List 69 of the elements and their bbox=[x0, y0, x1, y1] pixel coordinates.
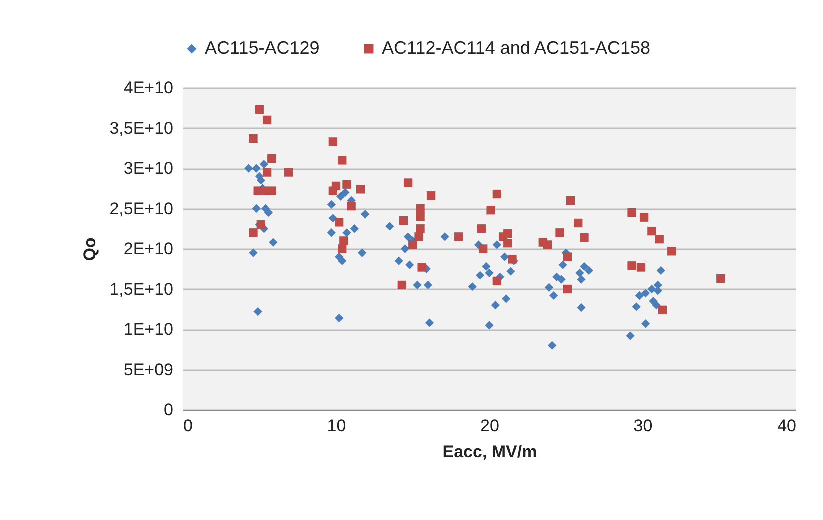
y-tick-label: 0 bbox=[164, 400, 174, 420]
x-tick-label: 30 bbox=[634, 416, 653, 436]
x-tick-label: 20 bbox=[480, 416, 500, 436]
point bbox=[249, 134, 258, 144]
point bbox=[356, 185, 366, 194]
legend-label: AC112-AC114 and AC151-AC158 bbox=[382, 38, 651, 58]
point bbox=[486, 206, 496, 215]
point bbox=[262, 168, 272, 177]
point bbox=[563, 252, 572, 262]
point bbox=[334, 218, 344, 227]
point bbox=[255, 105, 264, 114]
y-tick-label: 5E+09 bbox=[124, 360, 174, 380]
point bbox=[398, 280, 406, 290]
point bbox=[284, 168, 294, 177]
legend-label: AC115-AC129 bbox=[205, 38, 320, 58]
point bbox=[418, 263, 426, 272]
point bbox=[668, 247, 676, 256]
x-tick-label: 10 bbox=[327, 416, 346, 436]
point bbox=[566, 196, 576, 206]
y-tick-label: 4E+10 bbox=[124, 78, 174, 98]
y-axis-title: Qo bbox=[80, 238, 100, 262]
y-tick-label: 3E+10 bbox=[124, 159, 174, 178]
point bbox=[332, 182, 341, 191]
point bbox=[416, 204, 425, 214]
point bbox=[504, 229, 512, 238]
point bbox=[574, 218, 583, 228]
point bbox=[454, 232, 464, 242]
point bbox=[408, 240, 418, 250]
point bbox=[478, 224, 486, 234]
point bbox=[262, 116, 272, 125]
point bbox=[492, 190, 502, 199]
point bbox=[479, 244, 488, 254]
point bbox=[504, 239, 512, 248]
point bbox=[658, 306, 667, 315]
point bbox=[636, 263, 646, 272]
point bbox=[416, 224, 425, 234]
y-tick-label: 1,5E+10 bbox=[110, 280, 174, 299]
point bbox=[404, 178, 413, 188]
point bbox=[340, 236, 348, 246]
point bbox=[492, 276, 502, 286]
point bbox=[338, 244, 347, 254]
point bbox=[338, 156, 347, 165]
point bbox=[268, 154, 276, 164]
point bbox=[342, 180, 352, 189]
point bbox=[260, 186, 269, 196]
point bbox=[648, 226, 656, 236]
y-tick-label: 1E+10 bbox=[124, 320, 174, 339]
point bbox=[580, 233, 589, 242]
y-tick-label: 2,5E+10 bbox=[110, 199, 174, 218]
x-axis-title: Eacc, MV/m bbox=[442, 442, 538, 462]
point bbox=[716, 274, 726, 284]
point bbox=[556, 228, 564, 238]
point bbox=[399, 216, 408, 226]
point bbox=[543, 240, 552, 250]
point bbox=[628, 262, 636, 270]
point bbox=[416, 212, 425, 222]
point bbox=[563, 284, 572, 294]
point bbox=[640, 213, 649, 222]
point bbox=[628, 208, 636, 218]
point bbox=[655, 235, 664, 244]
y-tick-label: 2E+10 bbox=[124, 240, 174, 258]
x-tick-label: 40 bbox=[778, 416, 796, 436]
point bbox=[249, 228, 258, 238]
point bbox=[414, 232, 424, 242]
x-tick-label: 0 bbox=[184, 416, 193, 436]
point bbox=[347, 202, 356, 211]
y-tick-label: 3,5E+10 bbox=[110, 118, 174, 138]
point bbox=[328, 138, 338, 146]
point bbox=[426, 192, 436, 200]
